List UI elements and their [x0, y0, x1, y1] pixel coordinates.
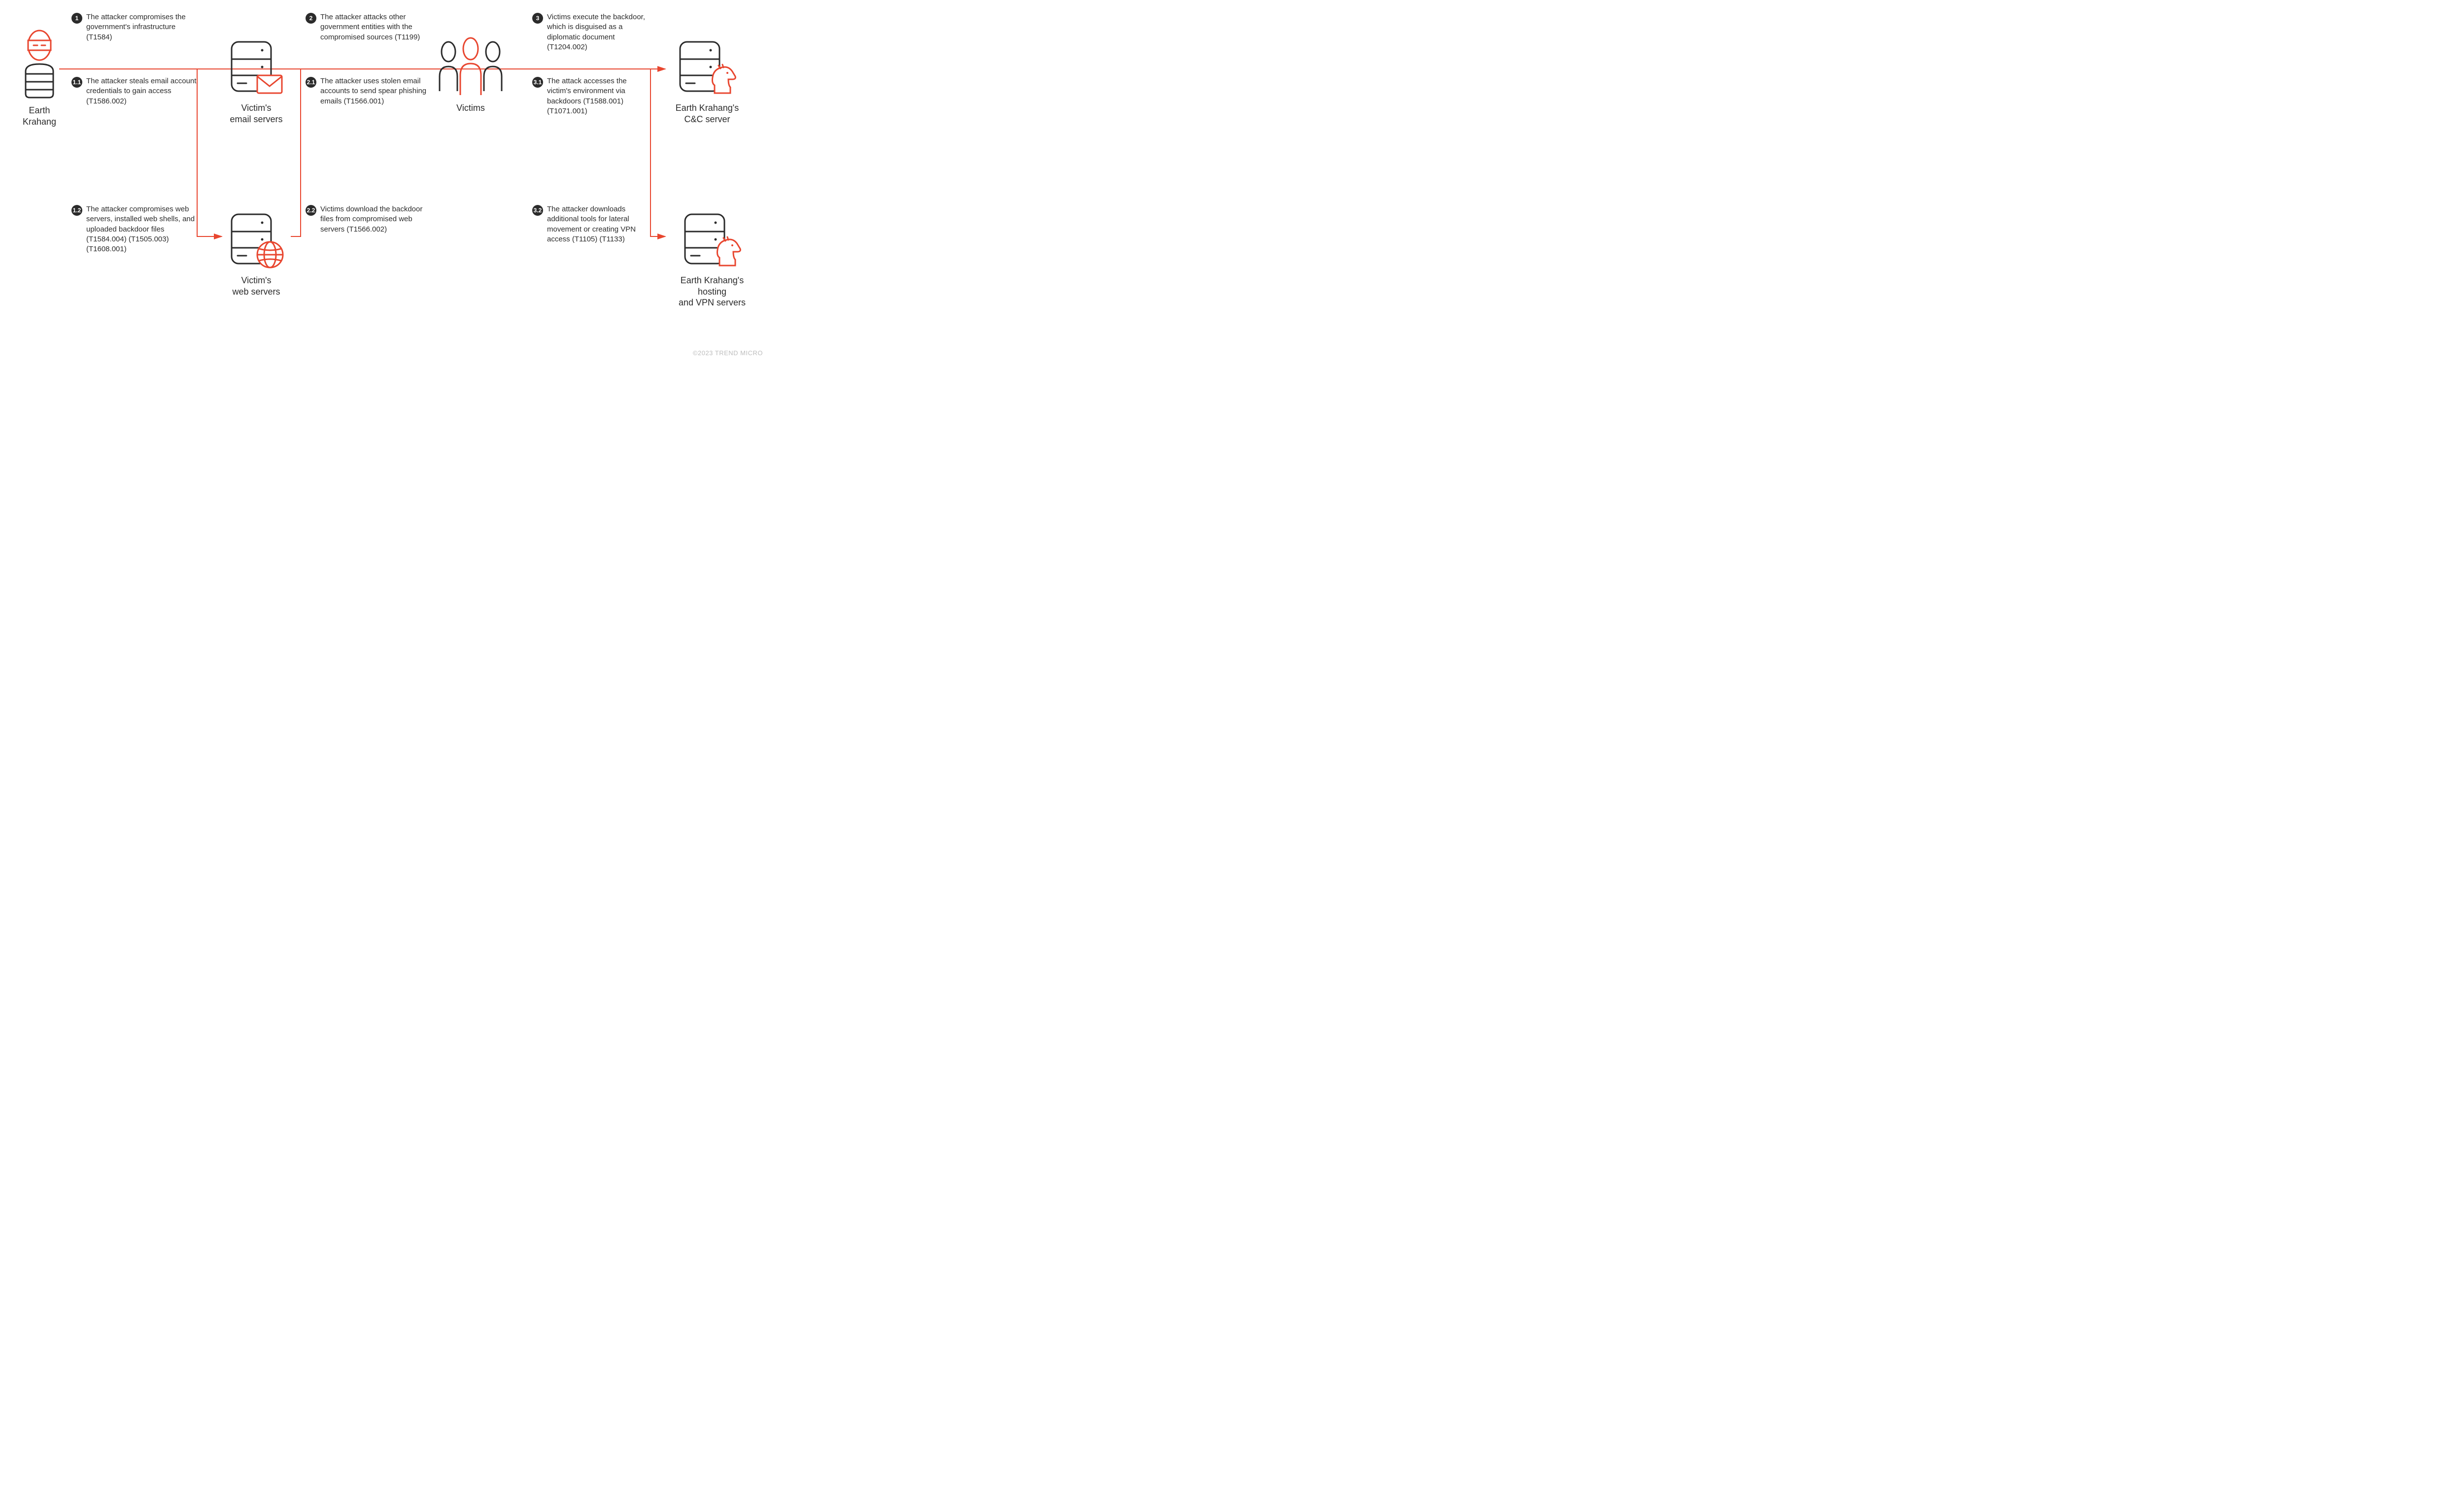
step-text: The attacker uses stolen email accounts …: [320, 76, 434, 106]
step-badge: 3: [532, 13, 543, 24]
step-3-1: 3.1 The attack accesses the victim's env…: [532, 76, 650, 116]
node-email-servers-label: Victim's email servers: [224, 102, 288, 125]
attacker-icon: [20, 25, 59, 99]
step-text: Victims download the backdoor files from…: [320, 204, 434, 234]
step-text: The attack accesses the victim's environ…: [547, 76, 650, 116]
attack-flow-diagram: Earth Krahang Victim's email servers: [10, 10, 759, 355]
node-victims-label: Victims: [434, 102, 508, 114]
node-hosting-vpn-label: Earth Krahang's hosting and VPN servers: [665, 275, 759, 308]
step-3-2: 3.2 The attacker downloads additional to…: [532, 204, 650, 244]
step-text: The attacker compromises web servers, in…: [86, 204, 200, 254]
step-1: 1 The attacker compromises the governmen…: [71, 12, 200, 42]
step-text: The attacker attacks other government en…: [320, 12, 434, 42]
node-cc-server: Earth Krahang's C&C server: [665, 37, 749, 125]
node-email-servers: Victim's email servers: [224, 37, 288, 125]
node-cc-server-label: Earth Krahang's C&C server: [665, 102, 749, 125]
server-trojan-icon: [675, 37, 739, 96]
server-mail-icon: [227, 37, 286, 96]
step-1-2: 1.2 The attacker compromises web servers…: [71, 204, 200, 254]
node-attacker: Earth Krahang: [15, 25, 64, 127]
step-text: Victims execute the backdoor, which is d…: [547, 12, 650, 52]
step-badge: 2.1: [306, 77, 316, 88]
step-badge: 2.2: [306, 205, 316, 216]
step-2-2: 2.2 Victims download the backdoor files …: [306, 204, 434, 234]
step-badge: 1: [71, 13, 82, 24]
server-trojan-icon-2: [680, 209, 744, 268]
arrow-layer: [10, 10, 759, 355]
node-web-servers: Victim's web servers: [224, 209, 288, 297]
copyright-text: ©2023 TREND MICRO: [693, 349, 763, 357]
step-3: 3 Victims execute the backdoor, which is…: [532, 12, 650, 52]
step-badge: 3.1: [532, 77, 543, 88]
step-text: The attacker downloads additional tools …: [547, 204, 650, 244]
node-hosting-vpn: Earth Krahang's hosting and VPN servers: [665, 209, 759, 308]
node-web-servers-label: Victim's web servers: [224, 275, 288, 297]
node-victims: Victims: [434, 37, 508, 114]
step-text: The attacker compromises the government'…: [86, 12, 200, 42]
step-badge: 1.1: [71, 77, 82, 88]
step-2-1: 2.1 The attacker uses stolen email accou…: [306, 76, 434, 106]
step-2: 2 The attacker attacks other government …: [306, 12, 434, 42]
step-text: The attacker steals email account creden…: [86, 76, 200, 106]
step-badge: 2: [306, 13, 316, 24]
server-web-icon: [227, 209, 286, 268]
node-attacker-label: Earth Krahang: [15, 105, 64, 127]
step-1-1: 1.1 The attacker steals email account cr…: [71, 76, 200, 106]
step-badge: 1.2: [71, 205, 82, 216]
step-badge: 3.2: [532, 205, 543, 216]
people-icon: [434, 37, 508, 96]
